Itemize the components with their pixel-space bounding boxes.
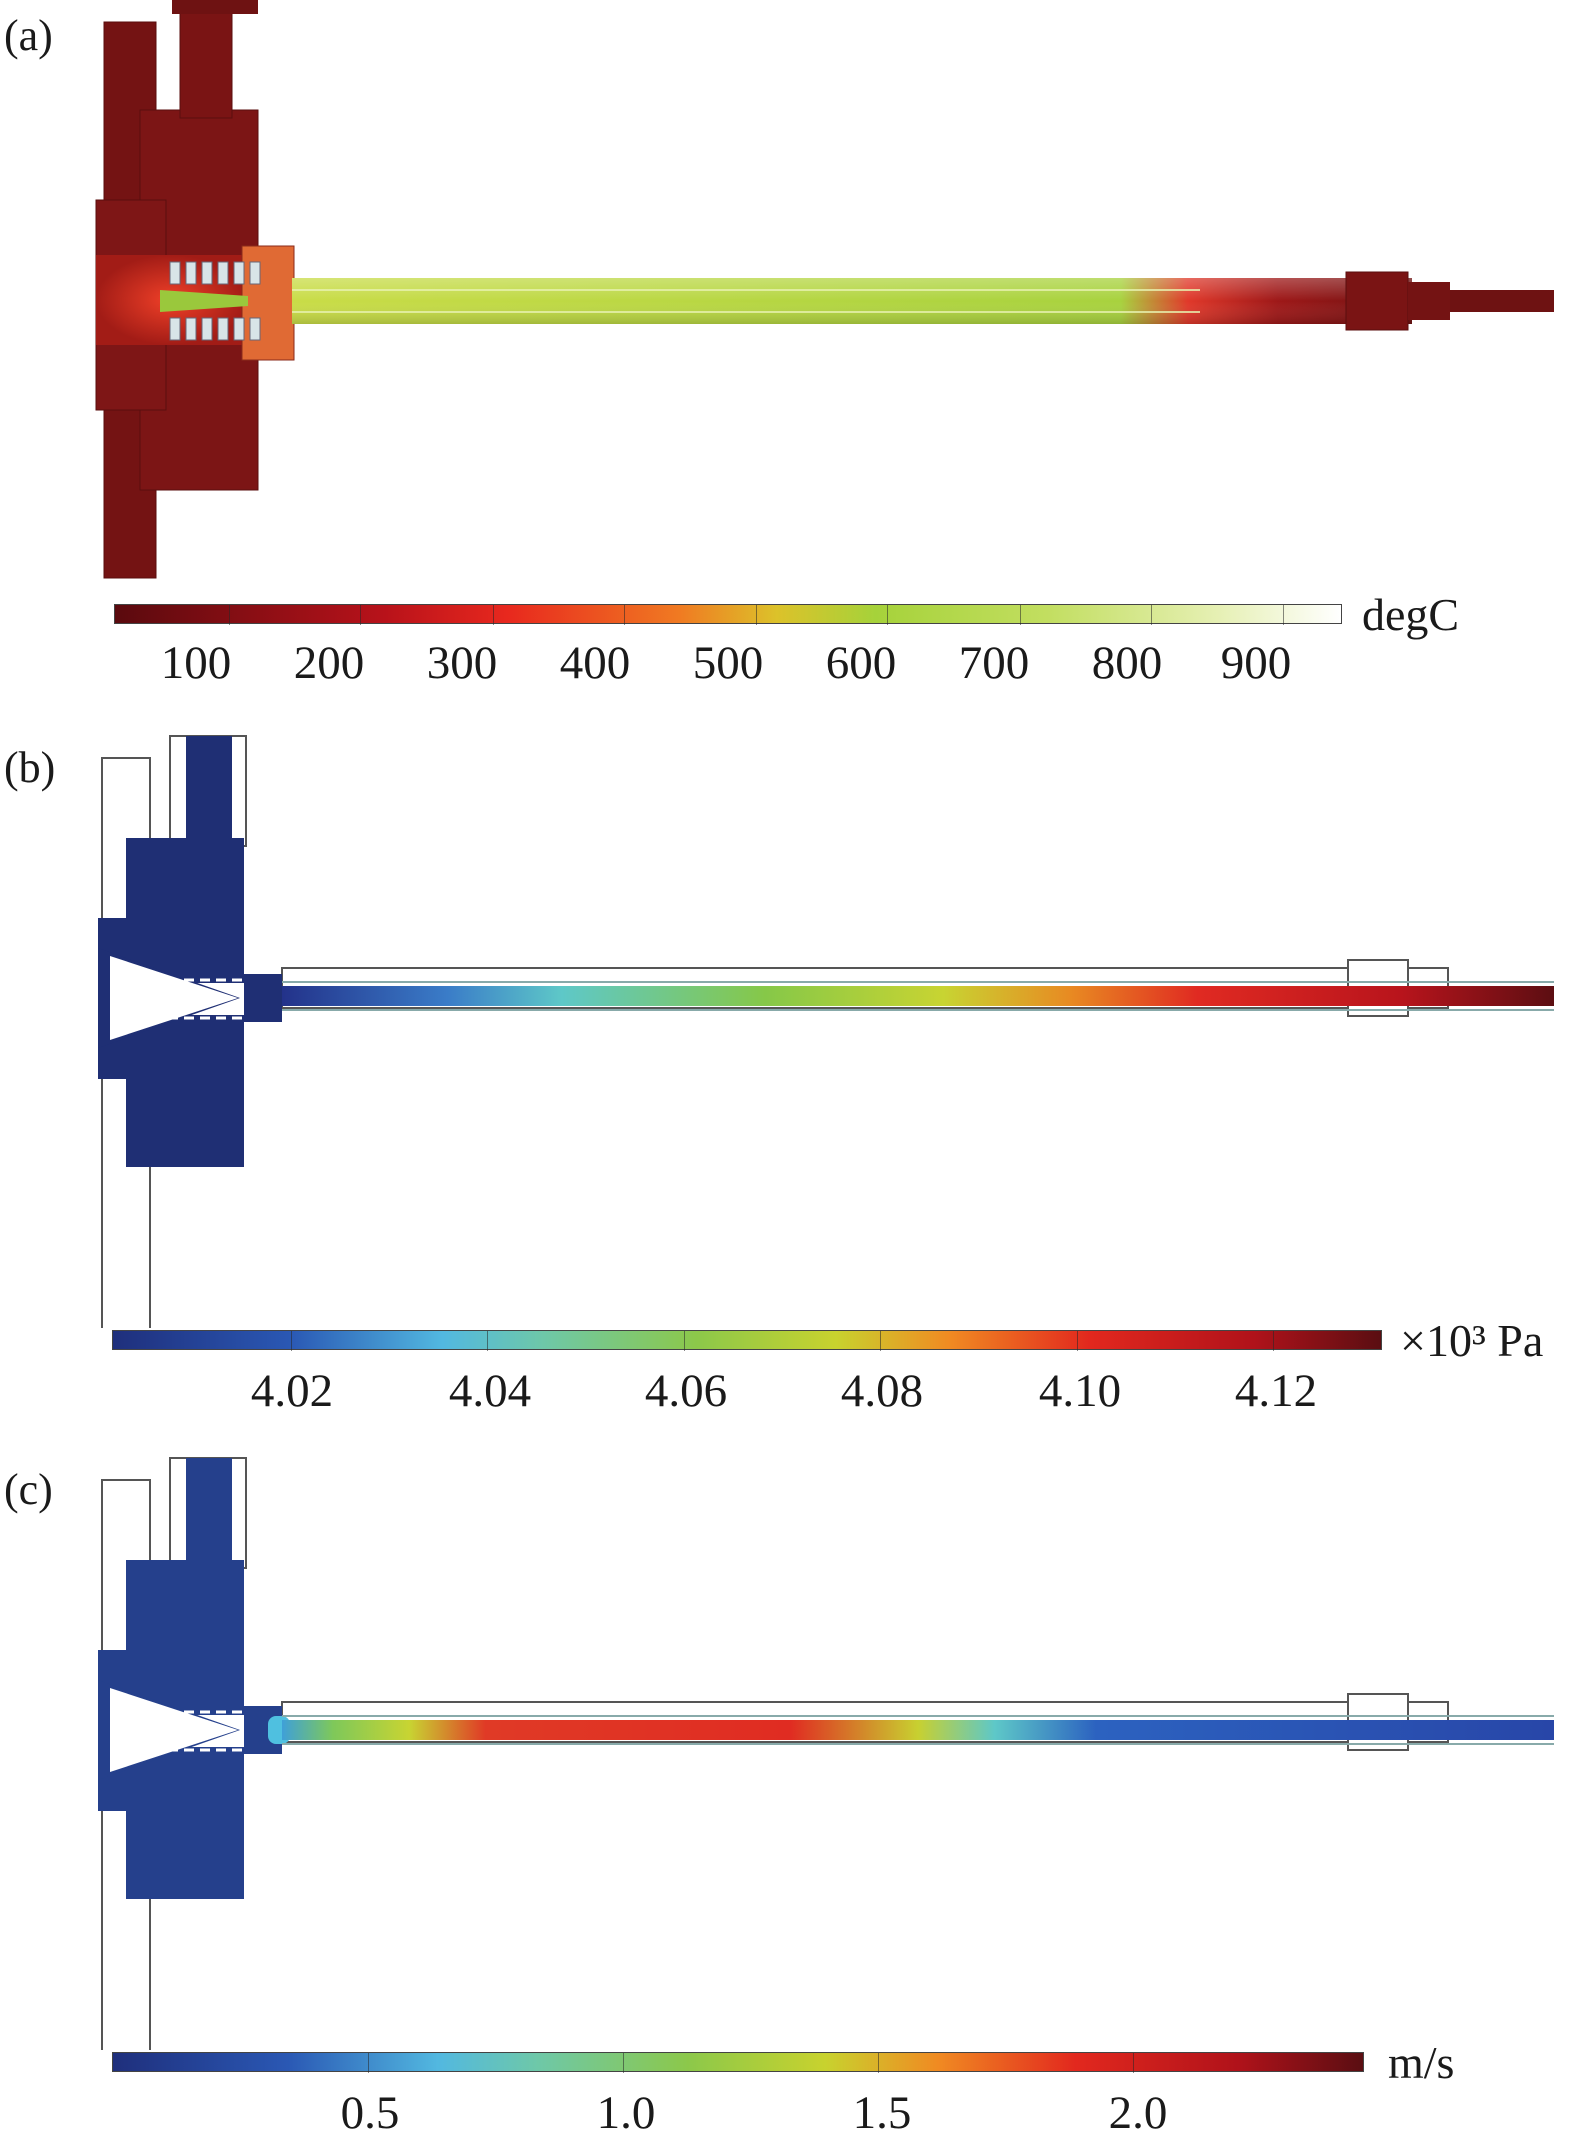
- tick-label: 900: [1220, 637, 1292, 689]
- temperature-colorbar: [114, 604, 1342, 625]
- velocity-tube: [282, 1720, 1554, 1740]
- pressure-colorbar: [112, 1330, 1382, 1351]
- nozzle-cone: [160, 290, 248, 312]
- tick-label: 4.06: [644, 1365, 728, 1417]
- inlet-cap: [172, 0, 258, 14]
- tick-label: 700: [958, 637, 1030, 689]
- tick-label: 1.5: [852, 2087, 912, 2139]
- panel-b-label: (b): [4, 743, 56, 792]
- temperature-field-geometry: [95, 0, 1554, 579]
- velocity-colorbar: [112, 2052, 1364, 2073]
- panel-c-label: (c): [4, 1465, 53, 1514]
- heat-fins: [169, 261, 261, 341]
- colorbar-unit: degC: [1362, 589, 1460, 640]
- tick-label: 4.02: [250, 1365, 334, 1417]
- tick-label: 600: [825, 637, 897, 689]
- tick-label: 4.04: [448, 1365, 532, 1417]
- colorbar-unit: m/s: [1388, 2037, 1455, 2088]
- tick-label: 2.0: [1108, 2087, 1168, 2139]
- panel-b: (b): [0, 728, 1575, 1428]
- tick-label: 100: [160, 637, 232, 689]
- outlet-pipe: [1450, 290, 1554, 312]
- tick-label: 1.0: [596, 2087, 656, 2139]
- colorbar-unit: ×10³ Pa: [1400, 1315, 1544, 1366]
- fluid-domain: [98, 736, 282, 1167]
- tick-label: 500: [692, 637, 764, 689]
- pressure-tube: [282, 986, 1554, 1006]
- tick-label: 4.08: [840, 1365, 924, 1417]
- outlet-nut: [1408, 282, 1450, 320]
- outlet-fitting: [1345, 271, 1409, 331]
- tick-label: 400: [559, 637, 631, 689]
- panel-a: (a): [0, 0, 1575, 700]
- tick-label: 0.5: [340, 2087, 400, 2139]
- pressure-field-geometry: [98, 735, 1554, 1328]
- inlet-pipe: [179, 0, 233, 119]
- panel-c: (c): [0, 1450, 1575, 2150]
- tick-label: 4.12: [1234, 1365, 1318, 1417]
- velocity-field-geometry: [98, 1457, 1554, 2050]
- tick-label: 200: [293, 637, 365, 689]
- tick-label: 4.10: [1038, 1365, 1122, 1417]
- tick-label: 800: [1091, 637, 1163, 689]
- panel-a-label: (a): [4, 11, 53, 60]
- tick-label: 300: [426, 637, 498, 689]
- fluid-domain: [98, 1458, 282, 1899]
